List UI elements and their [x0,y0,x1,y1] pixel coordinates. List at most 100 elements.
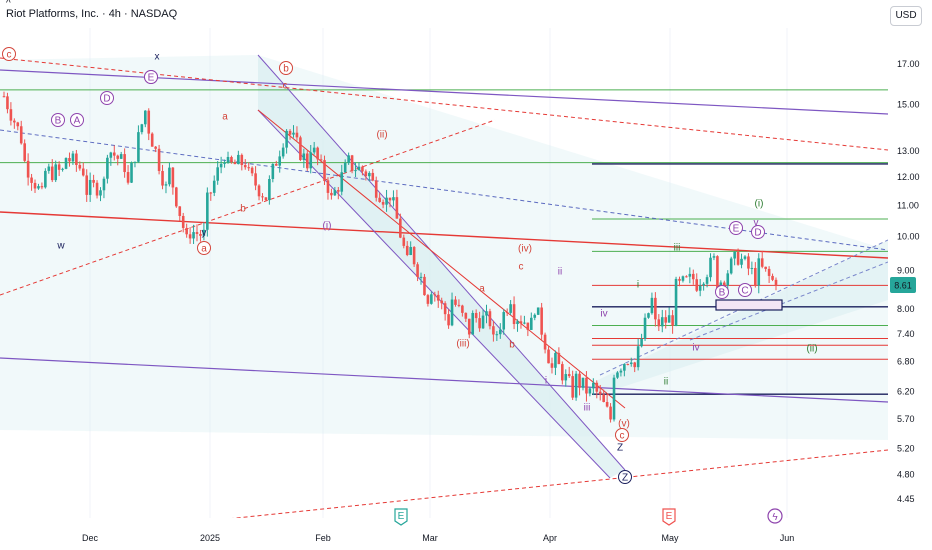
candle-body [374,180,378,198]
y-tick-label: 8.00 [897,304,915,314]
y-axis: 17.00 15.00 13.00 12.00 11.00 10.00 9.00 8.00 7.… [890,59,920,504]
candle-body [285,130,288,148]
wave-label: A [74,116,81,127]
candle-body [605,401,609,407]
candle-body [312,147,316,153]
candle-body [347,155,350,163]
candle-body [316,147,319,160]
candle-body [712,256,716,258]
candle-body [416,264,419,278]
collapse-chevron-icon[interactable]: ^ [6,0,11,9]
candle-body [698,285,702,291]
candle-body [450,299,454,326]
y-tick-label: 4.80 [897,470,915,480]
candle-body [288,130,292,135]
candle-body [592,382,595,389]
candle-body [488,311,492,327]
candle-body [185,227,188,235]
candle-body [440,300,443,304]
candle-body [564,374,568,381]
candle-body [281,147,285,157]
channel-fill-up [598,240,888,395]
wave-labels: cXxbcCEBADa(ii)bayw(i)(iv)iia(iii)bcivii… [2,47,818,484]
y-tick-label: 6.20 [897,387,915,397]
candle-body [716,256,719,294]
candle-body [299,137,302,160]
candle-body [216,167,219,181]
wave-label: E [148,73,155,84]
candle-body [688,273,692,277]
trend-line [257,109,611,479]
candle-body [81,168,85,176]
candle-body [436,294,440,301]
wave-label: (iii) [456,339,469,350]
wave-label: w [56,241,65,252]
candle-body [516,321,519,325]
candle-body [395,197,399,219]
candle-body [709,257,712,278]
x-axis: Dec 2025 Feb Mar Apr May Jun [82,533,794,543]
candle-body [678,278,681,281]
candle-body [405,245,409,256]
wave-label: c [283,81,288,92]
candle-body [54,164,57,181]
candle-body [647,313,650,318]
candle-body [233,162,237,165]
candle-body [223,162,226,164]
candle-body [157,148,161,171]
candle-body [523,322,526,324]
y-tick-label: 12.00 [897,172,920,182]
candle-body [116,155,120,159]
candle-body [212,180,216,193]
candle-body [554,352,557,368]
candle-body [609,406,612,420]
candles [2,91,778,423]
candle-body [495,334,499,336]
candle-body [195,232,199,234]
wave-label: a [479,284,485,295]
candle-body [457,304,461,306]
wave-label: v [754,218,759,229]
candle-body [99,190,102,196]
candle-body [561,364,564,381]
candle-body [237,154,240,165]
candle-body [467,318,471,335]
candle-body [144,110,147,125]
currency-button[interactable]: USD [890,6,922,26]
candle-body [671,315,674,326]
candle-body [578,373,581,388]
y-tick-label: 11.00 [897,200,919,210]
candle-body [161,170,164,186]
candle-body [47,166,51,171]
wave-label-circle [618,470,632,484]
candle-body [633,362,636,368]
candle-body [612,377,616,420]
wave-label: x [155,52,160,63]
candle-body [364,171,368,177]
candle-body [150,133,154,147]
wave-label-circle [70,113,84,127]
candle-body [695,279,699,291]
candle-body [240,154,244,166]
candle-body [626,364,630,366]
candle-body [154,146,157,149]
candle-body [443,303,447,315]
candle-body [543,334,547,350]
candle-body [636,346,640,368]
y-tick-label: 5.70 [897,414,915,424]
candle-body [9,109,13,121]
candle-body [729,258,733,274]
candle-body [109,152,113,158]
candle-body [640,338,643,347]
wave-label: iv [600,309,607,320]
candle-body [30,177,33,183]
candle-body [26,160,30,178]
candle-body [419,276,423,278]
candle-body [540,307,543,335]
candle-body [402,237,406,246]
wave-label: b [240,204,246,215]
candle-body [106,157,109,179]
wave-label-circle [751,225,765,239]
x-tick-label: Mar [422,533,438,543]
